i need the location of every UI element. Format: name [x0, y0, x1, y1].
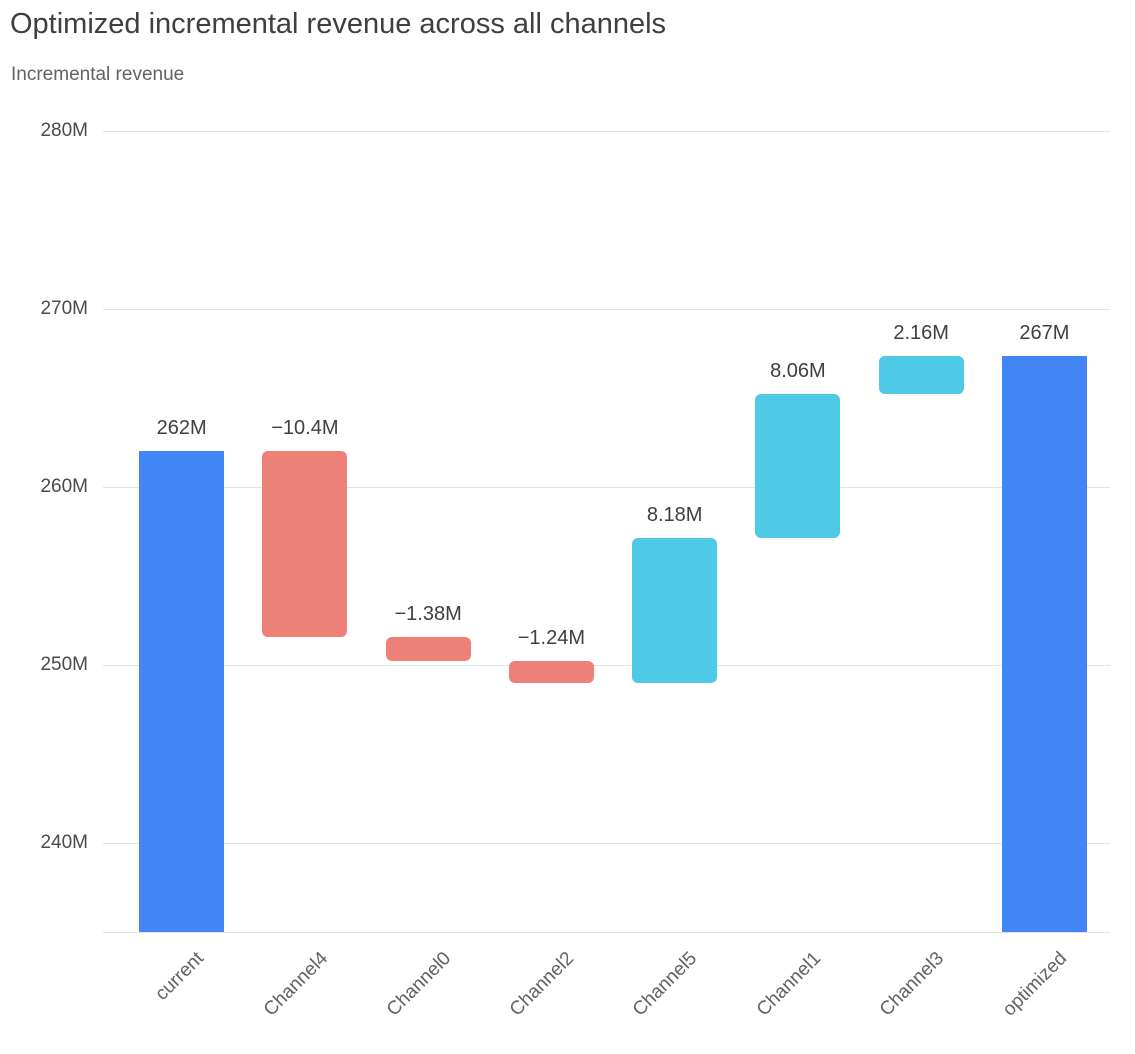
x-axis-label-text: Channel0	[382, 948, 455, 1021]
bar-Channel5[interactable]	[632, 537, 718, 684]
x-axis-label-text: Channel2	[505, 948, 579, 1021]
x-axis-baseline	[103, 931, 1110, 933]
y-axis-tick-label: 260M	[40, 476, 88, 497]
x-axis-label-text: current	[151, 948, 209, 1005]
bar-value-label: 267M	[1019, 321, 1070, 344]
chart-title: Optimized incremental revenue across all…	[10, 8, 667, 40]
bar-value-label: 262M	[156, 417, 207, 440]
y-axis-tick-label: 250M	[40, 654, 88, 675]
gridline	[103, 130, 1110, 132]
bar-Channel3[interactable]	[878, 355, 964, 395]
bar-Channel4[interactable]	[262, 451, 348, 637]
gridline	[103, 486, 1110, 488]
bar-optimized[interactable]	[1001, 355, 1087, 932]
bar-value-label: −1.38M	[394, 602, 462, 625]
bar-value-label: 2.16M	[893, 321, 949, 344]
x-axis-label-text: Channel5	[629, 948, 702, 1021]
bar-value-label: −1.24M	[517, 627, 586, 650]
gridline	[103, 842, 1110, 844]
bar-Channel1[interactable]	[755, 394, 841, 538]
bar-value-label: 8.18M	[646, 503, 703, 526]
x-axis-label-text: Channel4	[259, 948, 332, 1021]
x-axis-label-text: Channel3	[875, 948, 948, 1021]
bar-value-label: 8.06M	[770, 360, 826, 383]
gridline	[103, 308, 1110, 310]
bar-current[interactable]	[139, 451, 225, 932]
bar-value-label: −10.4M	[271, 417, 339, 440]
x-axis-label-text: Channel1	[752, 948, 825, 1021]
bar-Channel0[interactable]	[385, 636, 471, 662]
y-axis-tick-label: 280M	[40, 120, 88, 141]
chart-subtitle: Incremental revenue	[11, 64, 185, 85]
bar-Channel2[interactable]	[508, 661, 594, 684]
y-axis-tick-label: 240M	[40, 832, 88, 853]
x-axis-label-text: optimized	[998, 948, 1072, 1021]
y-axis-tick-label: 270M	[40, 298, 88, 319]
gridline	[103, 664, 1110, 666]
